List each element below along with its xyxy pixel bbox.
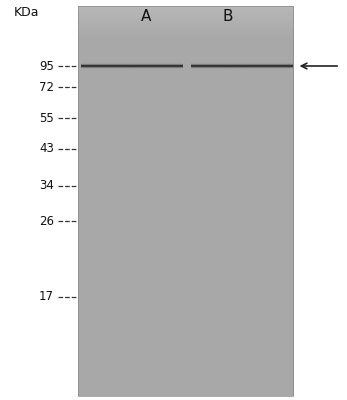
- Text: 17: 17: [39, 290, 54, 303]
- Text: 26: 26: [39, 215, 54, 228]
- Text: 95: 95: [39, 60, 54, 72]
- Text: 72: 72: [39, 81, 54, 94]
- Text: B: B: [222, 9, 232, 24]
- Text: KDa: KDa: [14, 6, 39, 19]
- Text: 34: 34: [39, 179, 54, 192]
- Text: A: A: [141, 9, 151, 24]
- Text: 43: 43: [39, 142, 54, 155]
- Bar: [78, 6, 293, 396]
- Text: 55: 55: [39, 112, 54, 124]
